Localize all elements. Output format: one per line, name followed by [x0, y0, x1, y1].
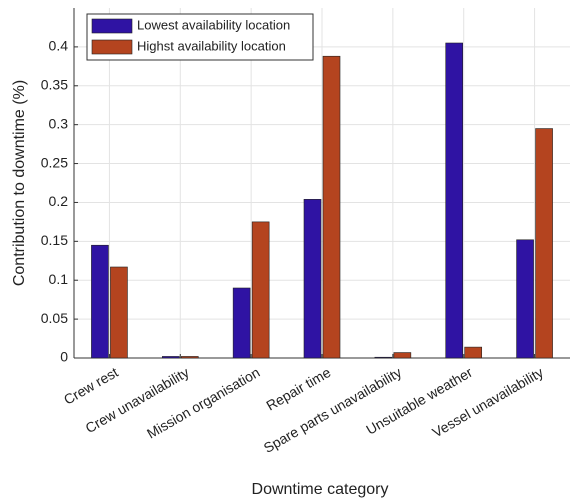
- bar: [251, 221, 270, 359]
- y-tick-label: 0.15: [41, 232, 68, 248]
- y-axis-label: Contribution to downtime (%): [11, 80, 28, 286]
- bar: [535, 128, 553, 359]
- y-tick-label: 0.3: [49, 115, 69, 131]
- bar: [110, 266, 128, 359]
- legend-label: Lowest availability location: [137, 17, 290, 32]
- bar: [180, 356, 199, 359]
- y-tick-label: 0.35: [41, 76, 68, 92]
- bar: [161, 356, 180, 359]
- bar: [445, 42, 464, 359]
- y-tick-label: 0.05: [41, 310, 68, 326]
- x-axis-label: Downtime category: [252, 481, 389, 498]
- y-tick-label: 0.2: [49, 193, 69, 209]
- bar: [91, 244, 109, 359]
- bar: [232, 287, 251, 359]
- y-tick-label: 0.4: [49, 38, 69, 54]
- bar: [374, 356, 393, 359]
- legend-swatch: [91, 39, 133, 55]
- y-tick-label: 0: [60, 349, 68, 365]
- bar: [464, 346, 483, 359]
- bar: [303, 199, 322, 359]
- x-tick-label: Crew rest: [61, 364, 121, 408]
- bar: [516, 239, 534, 359]
- y-tick-label: 0.1: [49, 271, 69, 287]
- legend-label: Highst availability location: [137, 38, 286, 53]
- legend-swatch: [91, 18, 133, 34]
- bar: [393, 352, 412, 359]
- bar: [322, 55, 341, 359]
- y-tick-label: 0.25: [41, 154, 68, 170]
